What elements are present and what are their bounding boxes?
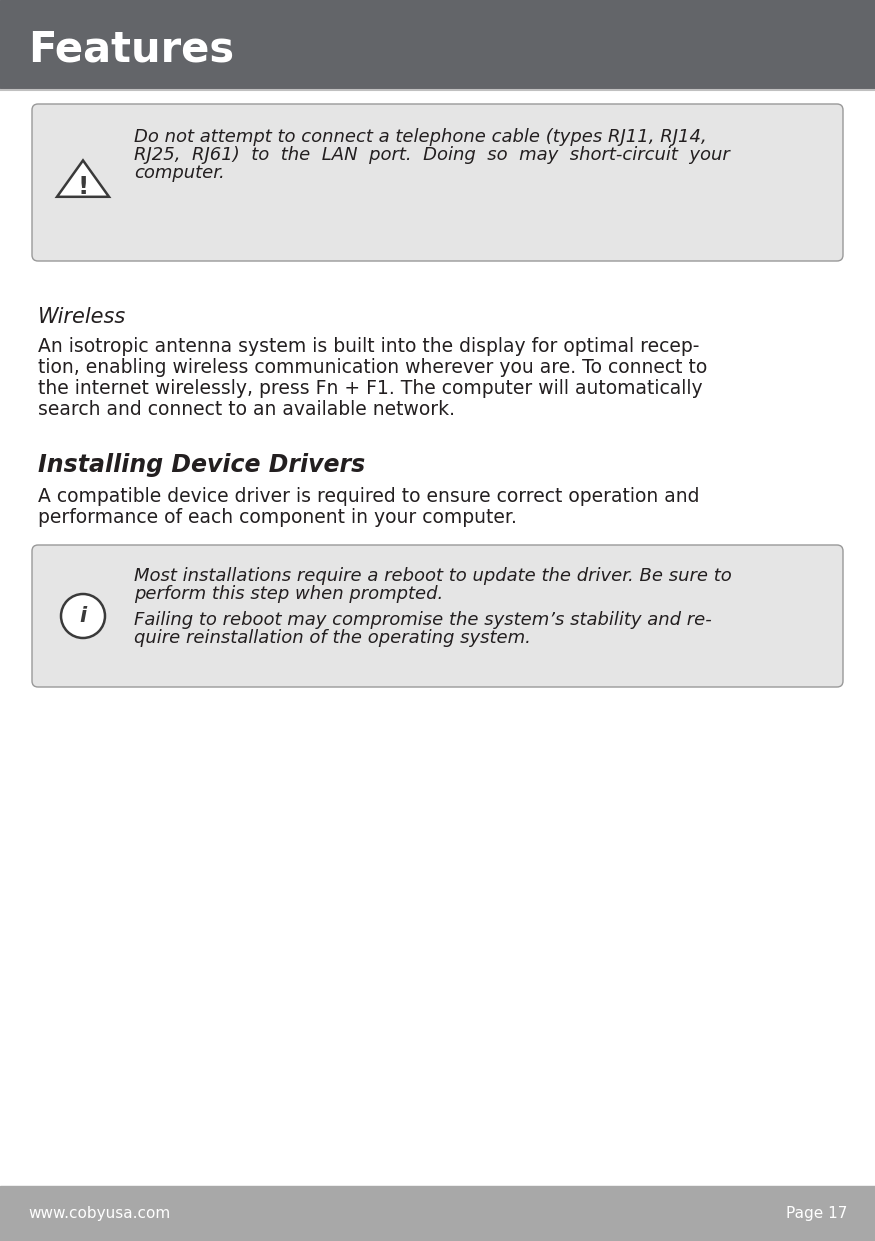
Text: tion, enabling wireless communication wherever you are. To connect to: tion, enabling wireless communication wh… — [38, 357, 707, 377]
Bar — [0, 1186, 875, 1241]
Text: i: i — [80, 606, 87, 625]
Text: Features: Features — [28, 29, 234, 69]
Text: performance of each component in your computer.: performance of each component in your co… — [38, 508, 517, 527]
Circle shape — [61, 594, 105, 638]
Text: search and connect to an available network.: search and connect to an available netwo… — [38, 400, 455, 419]
Text: A compatible device driver is required to ensure correct operation and: A compatible device driver is required t… — [38, 486, 699, 506]
Text: Most installations require a reboot to update the driver. Be sure to: Most installations require a reboot to u… — [134, 567, 732, 585]
FancyBboxPatch shape — [32, 545, 843, 688]
Text: Installing Device Drivers: Installing Device Drivers — [38, 453, 365, 477]
Text: perform this step when prompted.: perform this step when prompted. — [134, 585, 444, 603]
Text: !: ! — [77, 175, 88, 200]
Polygon shape — [57, 160, 109, 197]
Text: Do not attempt to connect a telephone cable (types RJ11, RJ14,: Do not attempt to connect a telephone ca… — [134, 128, 707, 146]
FancyBboxPatch shape — [32, 104, 843, 261]
Text: An isotropic antenna system is built into the display for optimal recep-: An isotropic antenna system is built int… — [38, 338, 699, 356]
Text: Wireless: Wireless — [38, 307, 126, 326]
Text: the internet wirelessly, press Fn + F1. The computer will automatically: the internet wirelessly, press Fn + F1. … — [38, 379, 703, 398]
Bar — [0, 0, 875, 88]
Text: computer.: computer. — [134, 164, 225, 182]
Text: Failing to reboot may compromise the system’s stability and re-: Failing to reboot may compromise the sys… — [134, 611, 711, 629]
Text: RJ25,  RJ61)  to  the  LAN  port.  Doing  so  may  short-circuit  your: RJ25, RJ61) to the LAN port. Doing so ma… — [134, 146, 730, 164]
Text: quire reinstallation of the operating system.: quire reinstallation of the operating sy… — [134, 629, 531, 647]
Text: Page 17: Page 17 — [786, 1206, 847, 1221]
Text: www.cobyusa.com: www.cobyusa.com — [28, 1206, 171, 1221]
